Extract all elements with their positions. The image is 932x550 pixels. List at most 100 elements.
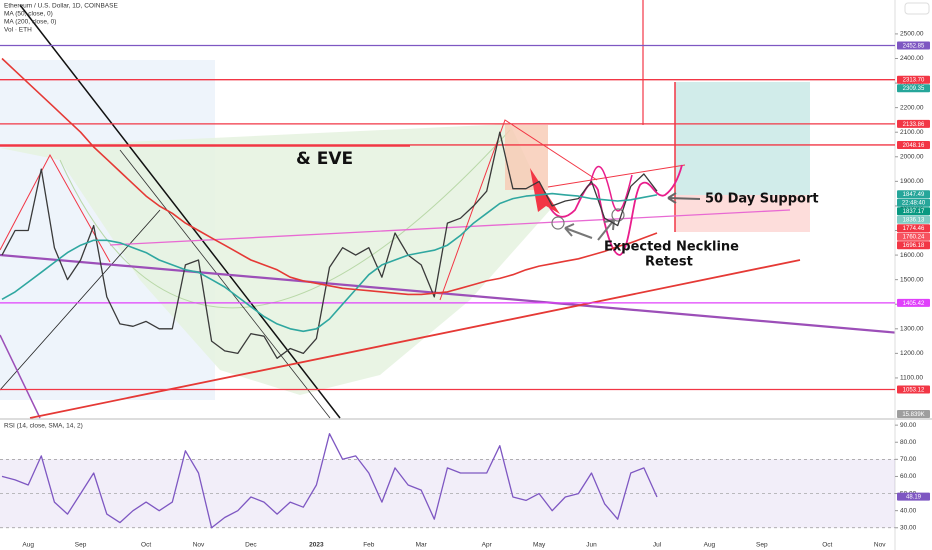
x-tick-label: Dec bbox=[245, 542, 257, 549]
x-tick-label: Mar bbox=[416, 542, 428, 549]
volume-tag-label: 15.839K bbox=[902, 412, 924, 418]
price-tag-label: 2133.86 bbox=[903, 122, 925, 128]
trend-line bbox=[109, 209, 791, 246]
price-tag bbox=[897, 232, 930, 241]
peak-box bbox=[505, 125, 548, 190]
y-tick-label: 30.00 bbox=[900, 524, 917, 531]
trend-line bbox=[0, 209, 161, 391]
series-line bbox=[1, 192, 658, 333]
rsi-tag-label: 48.19 bbox=[906, 495, 922, 501]
x-tick-label: Feb bbox=[363, 542, 375, 549]
y-tick-label: 1600.00 bbox=[900, 252, 924, 259]
x-tick-label: Sep bbox=[75, 542, 87, 549]
y-tick-label: 1100.00 bbox=[900, 375, 923, 382]
y-tick-label: 2100.00 bbox=[900, 129, 924, 136]
pattern-line bbox=[439, 119, 598, 301]
y-tick-label: 80.00 bbox=[900, 439, 917, 446]
x-tick-label: Oct bbox=[822, 542, 832, 549]
arrow bbox=[564, 223, 593, 239]
x-tick-label: Apr bbox=[482, 542, 493, 549]
trend-line bbox=[19, 4, 341, 419]
price-tag-label: 1760.24 bbox=[903, 235, 925, 241]
y-tick-label: 1300.00 bbox=[900, 326, 924, 333]
pattern-line bbox=[0, 153, 111, 263]
price-tag-label: 1696.18 bbox=[903, 243, 925, 249]
price-tag-label: 1847.49 bbox=[903, 192, 925, 198]
y-tick-label: 2400.00 bbox=[900, 55, 924, 62]
price-tag-label: 1837.17 bbox=[903, 209, 925, 215]
price-tag bbox=[897, 224, 930, 233]
price-tag-label: 2309.35 bbox=[903, 86, 925, 92]
arrow bbox=[667, 192, 701, 204]
series-line bbox=[1, 131, 658, 359]
cup-region bbox=[0, 124, 550, 395]
y-tick-label: 2200.00 bbox=[900, 104, 924, 111]
annotation: 50 Day Support bbox=[705, 192, 819, 207]
axis-button[interactable] bbox=[904, 2, 930, 15]
marker-circle bbox=[551, 216, 565, 230]
price-tag bbox=[897, 140, 930, 149]
trend-line bbox=[0, 334, 41, 419]
pattern-curve bbox=[539, 164, 683, 256]
drawings bbox=[0, 0, 901, 419]
y-tick-label: 2000.00 bbox=[900, 153, 924, 160]
price-tag bbox=[897, 215, 930, 224]
y-tick-label: 1200.00 bbox=[900, 350, 924, 357]
price-tag bbox=[897, 75, 930, 84]
price-tag bbox=[897, 241, 930, 250]
trend-line bbox=[0, 253, 901, 335]
volume-label: Vol · ETH bbox=[4, 27, 32, 34]
target-box bbox=[675, 82, 810, 195]
price-tag bbox=[897, 41, 930, 50]
legend-entry: MA (200, close, 0) bbox=[4, 19, 56, 26]
y-tick-label: 60.00 bbox=[900, 473, 917, 480]
price-tag-label: 1836.13 bbox=[903, 218, 925, 224]
x-tick-label: Aug bbox=[704, 542, 716, 549]
price-tag bbox=[897, 207, 930, 216]
price-tag bbox=[897, 385, 930, 394]
x-tick-label: 2023 bbox=[309, 542, 324, 549]
legend-entry: MA (50, close, 0) bbox=[4, 11, 53, 18]
price-tag-label: 1405.42 bbox=[903, 301, 925, 307]
rsi-title: RSI (14, close, SMA, 14, 2) bbox=[4, 423, 83, 430]
countdown-tag-label: 22:48:40 bbox=[902, 201, 926, 207]
price-tag-label: 2452.85 bbox=[903, 43, 925, 49]
x-tick-label: Jun bbox=[586, 542, 597, 549]
series-line bbox=[1, 57, 658, 296]
x-tick-label: Sep bbox=[756, 542, 768, 549]
trend-line bbox=[29, 259, 801, 419]
annotation: Expected Neckline bbox=[604, 240, 739, 255]
price-tag bbox=[897, 298, 930, 307]
series-line bbox=[1, 433, 658, 529]
y-tick-label: 2500.00 bbox=[900, 31, 924, 38]
x-tick-label: Oct bbox=[141, 542, 151, 549]
price-tag bbox=[897, 190, 930, 199]
x-tick-label: Aug bbox=[22, 542, 34, 549]
volume-tag bbox=[897, 410, 930, 418]
marker-circle bbox=[611, 208, 625, 222]
x-tick-label: May bbox=[533, 542, 546, 549]
y-tick-label: 90.00 bbox=[900, 422, 917, 429]
annotation: & EVE bbox=[296, 149, 353, 169]
x-tick-label: Jul bbox=[653, 542, 662, 549]
rsi-tag bbox=[897, 492, 930, 501]
pattern-line bbox=[547, 164, 686, 188]
cup-curve bbox=[59, 129, 511, 309]
y-tick-label: 40.00 bbox=[900, 507, 917, 514]
x-tick-label: Nov bbox=[193, 542, 205, 549]
trend-line bbox=[119, 149, 331, 419]
annotation: Retest bbox=[645, 255, 693, 270]
stop-box bbox=[675, 195, 810, 232]
symbol-title: Ethereum / U.S. Dollar, 1D, COINBASE bbox=[4, 3, 118, 10]
x-tick-label: Nov bbox=[874, 542, 886, 549]
y-tick-label: 1900.00 bbox=[900, 178, 924, 185]
price-tag bbox=[897, 84, 930, 93]
price-tag-label: 2048.16 bbox=[903, 143, 925, 149]
price-tag-label: 2313.70 bbox=[903, 78, 925, 84]
countdown-tag bbox=[897, 198, 930, 207]
price-tag bbox=[897, 119, 930, 128]
arrow bbox=[597, 219, 615, 241]
price-tag-label: 1053.12 bbox=[903, 387, 925, 393]
price-tag-label: 1774.46 bbox=[903, 226, 925, 232]
